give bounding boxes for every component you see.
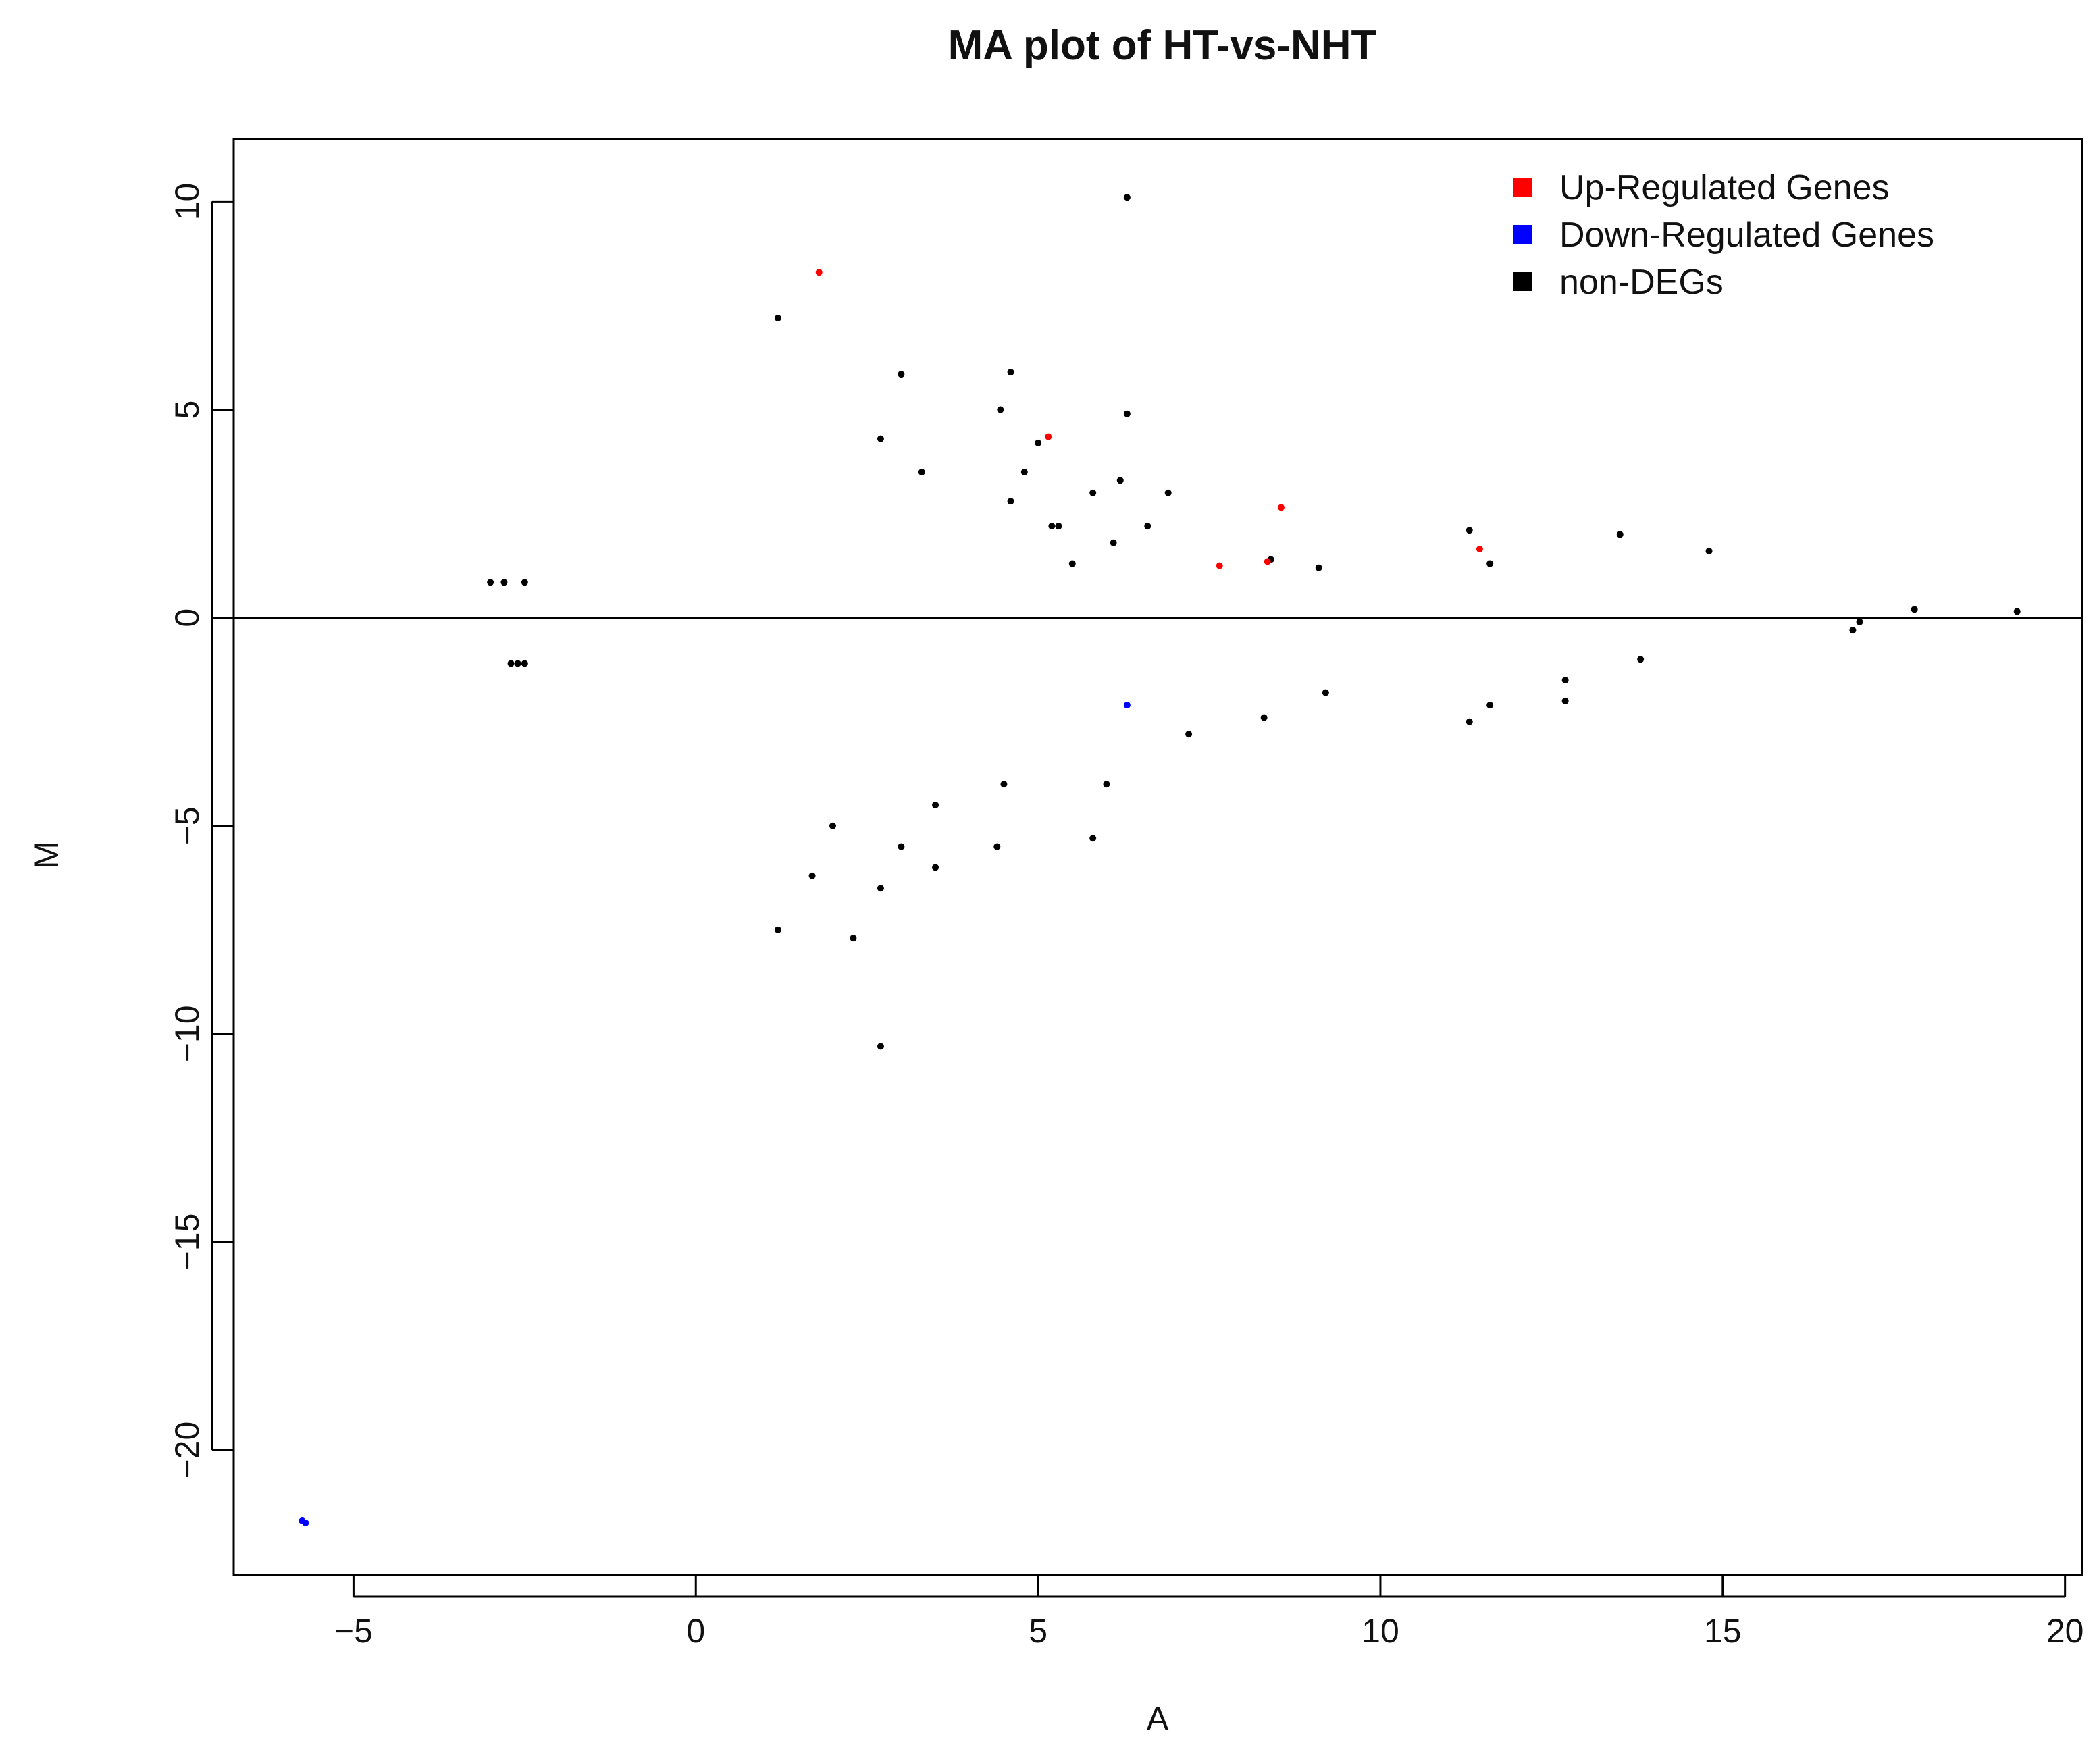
data-point	[1637, 656, 1645, 663]
legend: Up-Regulated Genes Down-Regulated Genes no…	[1513, 168, 1934, 302]
y-tick-label: −10	[168, 1005, 206, 1062]
data-point	[1315, 564, 1322, 571]
data-point	[1103, 781, 1110, 788]
y-tick-label: −15	[168, 1214, 206, 1271]
data-point	[521, 660, 528, 667]
data-point	[1035, 439, 1042, 446]
data-point	[850, 935, 857, 942]
data-point	[1616, 531, 1624, 538]
plot-frame	[232, 138, 2083, 1576]
data-point	[877, 1043, 884, 1050]
data-point	[1322, 689, 1329, 696]
series-non-degs	[487, 194, 2021, 1050]
data-point	[993, 843, 1001, 850]
data-point	[1089, 835, 1097, 842]
data-point	[1110, 539, 1117, 546]
data-point	[1185, 731, 1193, 738]
data-point	[1007, 498, 1014, 505]
legend-label: non-DEGs	[1559, 263, 1724, 302]
data-point	[774, 314, 781, 321]
data-point	[1045, 433, 1052, 440]
y-axis-label: M	[28, 841, 66, 869]
x-tick-label: 0	[686, 1612, 705, 1650]
data-point	[2013, 608, 2021, 615]
plot-area: −5 0 5 10 15 20 −20 −15 −10 −5 0 5 10	[168, 138, 2084, 1650]
data-point	[808, 872, 816, 879]
data-point	[1466, 527, 1473, 534]
data-point	[1123, 194, 1131, 201]
data-point	[507, 660, 515, 667]
data-point	[815, 269, 823, 276]
data-point	[1144, 523, 1151, 530]
data-point	[1089, 489, 1097, 496]
data-point	[877, 435, 884, 442]
data-point	[1911, 606, 1918, 613]
data-point	[1007, 369, 1014, 376]
data-point	[1123, 702, 1131, 709]
data-point	[1561, 697, 1569, 704]
x-tick-label: 15	[1704, 1612, 1742, 1650]
legend-swatch	[1513, 178, 1532, 197]
data-point	[997, 406, 1004, 413]
y-tick-label: −5	[168, 806, 206, 845]
series-up-regulated-genes	[815, 269, 1483, 569]
data-point	[829, 822, 836, 829]
data-point	[774, 926, 781, 933]
data-point	[898, 371, 905, 378]
data-point	[1123, 410, 1131, 417]
data-point	[1055, 523, 1062, 530]
data-point	[918, 468, 925, 475]
y-tick-label: 10	[168, 183, 206, 221]
series-down-regulated-genes	[299, 702, 1131, 1526]
data-point	[1486, 560, 1494, 567]
data-point	[877, 885, 884, 892]
data-point	[1216, 562, 1223, 569]
data-point	[1466, 718, 1473, 725]
x-tick-label: 5	[1029, 1612, 1047, 1650]
chart-title: MA plot of HT-vs-NHT	[948, 22, 1377, 69]
legend-swatch	[1513, 272, 1532, 291]
data-point	[514, 660, 521, 667]
data-point	[932, 801, 939, 808]
data-point	[1849, 627, 1857, 634]
data-point	[1116, 477, 1124, 484]
data-point	[1277, 504, 1285, 511]
data-point	[1486, 702, 1494, 709]
y-tick-label: 0	[168, 608, 206, 627]
data-point	[898, 843, 905, 850]
data-point	[500, 579, 508, 586]
x-axis-label: A	[1146, 1700, 1169, 1738]
data-point	[1476, 545, 1483, 552]
y-tick-label: −20	[168, 1422, 206, 1479]
legend-swatch	[1513, 225, 1532, 244]
data-point	[1068, 560, 1076, 567]
data-point	[1020, 468, 1028, 475]
data-point	[1264, 558, 1271, 565]
data-point	[1000, 781, 1008, 788]
x-tick-label: 20	[2046, 1612, 2084, 1650]
data-point	[302, 1519, 309, 1526]
data-point	[521, 579, 528, 586]
data-point	[1561, 677, 1569, 684]
data-point	[1164, 489, 1172, 496]
x-tick-label: 10	[1362, 1612, 1399, 1650]
data-point	[932, 864, 939, 871]
data-point	[1048, 523, 1056, 530]
y-tick-label: 5	[168, 400, 206, 419]
legend-label: Up-Regulated Genes	[1559, 168, 1890, 207]
data-point	[487, 579, 494, 586]
data-point	[1260, 714, 1268, 721]
x-tick-label: −5	[334, 1612, 373, 1650]
data-point	[1856, 618, 1863, 625]
data-point	[1705, 548, 1713, 555]
legend-label: Down-Regulated Genes	[1559, 215, 1934, 255]
